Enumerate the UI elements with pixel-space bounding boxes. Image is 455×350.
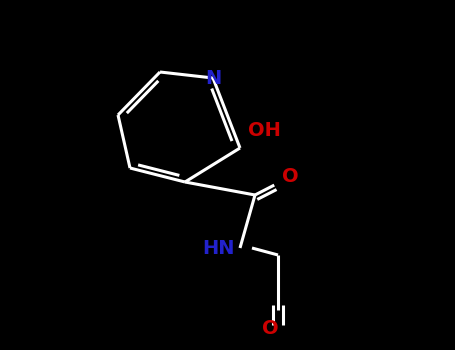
Text: O: O (282, 168, 298, 187)
Text: N: N (205, 69, 221, 88)
Text: HN: HN (202, 238, 235, 258)
Text: O: O (262, 318, 278, 337)
Text: OH: OH (248, 120, 281, 140)
